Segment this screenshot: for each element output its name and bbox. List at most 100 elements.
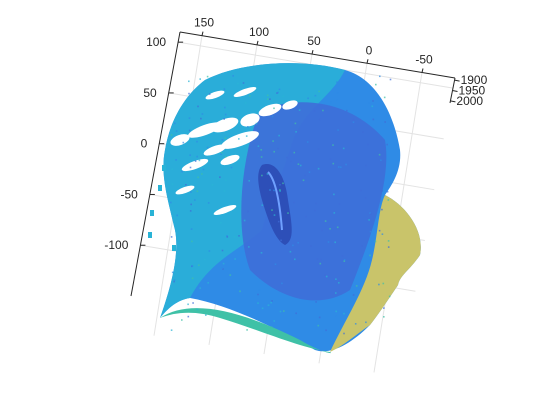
scan-gap <box>211 117 239 133</box>
point <box>355 285 358 287</box>
point <box>171 183 174 185</box>
point <box>267 304 270 306</box>
neck <box>160 308 331 354</box>
point <box>187 303 189 306</box>
point <box>293 201 295 204</box>
point <box>335 315 338 317</box>
scan-gap <box>220 154 240 166</box>
y-tick-label: 0 <box>141 137 148 151</box>
point <box>372 118 375 121</box>
point <box>299 164 302 167</box>
point <box>260 149 262 151</box>
point <box>170 134 173 136</box>
point <box>192 302 194 304</box>
point <box>304 174 306 177</box>
scan-gap <box>175 185 195 195</box>
point <box>297 241 299 244</box>
x-tick-label: 100 <box>249 25 269 39</box>
point <box>338 282 340 284</box>
point <box>247 126 249 128</box>
point <box>198 159 201 162</box>
y-tick-label: -50 <box>121 187 139 201</box>
x-axis-line <box>179 31 456 79</box>
point <box>319 262 322 265</box>
point <box>238 235 240 237</box>
point <box>321 229 323 232</box>
point <box>290 160 292 163</box>
point <box>261 204 264 206</box>
point <box>286 156 288 159</box>
point <box>261 307 264 310</box>
point <box>148 232 152 238</box>
point <box>199 78 201 80</box>
point <box>273 320 275 322</box>
point <box>244 102 247 104</box>
point <box>191 240 193 243</box>
point <box>308 171 311 173</box>
point <box>343 260 346 262</box>
point <box>188 92 190 95</box>
point <box>187 315 190 318</box>
point <box>295 312 297 315</box>
point <box>211 184 214 186</box>
point <box>170 236 173 238</box>
point <box>201 173 203 175</box>
point <box>329 158 332 160</box>
scan-gap <box>240 113 260 127</box>
point <box>277 91 279 94</box>
point <box>196 155 198 158</box>
point <box>249 95 251 97</box>
point <box>171 271 174 274</box>
point <box>245 135 248 137</box>
point <box>190 191 192 193</box>
point <box>188 80 190 83</box>
point <box>297 163 300 165</box>
x-tick-label: 0 <box>366 43 373 57</box>
point <box>333 212 336 214</box>
point <box>175 130 178 132</box>
point <box>257 302 259 304</box>
point <box>223 88 226 90</box>
point <box>239 290 241 293</box>
point <box>360 189 362 192</box>
point <box>234 258 236 260</box>
point <box>367 143 369 146</box>
point <box>202 168 205 171</box>
point <box>207 282 209 284</box>
point <box>278 134 280 137</box>
point <box>278 88 281 91</box>
point <box>224 156 227 158</box>
point <box>269 98 271 100</box>
point <box>280 239 282 242</box>
point <box>336 226 339 229</box>
point <box>378 283 380 286</box>
point <box>277 147 279 150</box>
point <box>219 222 222 224</box>
point <box>273 189 275 192</box>
x-tick-label: 150 <box>194 16 214 30</box>
point <box>230 166 233 169</box>
point <box>354 323 357 325</box>
point <box>320 258 322 261</box>
point <box>295 150 297 153</box>
point <box>314 94 317 97</box>
point <box>194 199 196 201</box>
point <box>279 310 282 313</box>
point <box>345 163 347 166</box>
point <box>248 180 250 182</box>
ear <box>258 164 292 245</box>
point <box>198 264 200 266</box>
point <box>369 230 372 233</box>
point <box>196 190 199 193</box>
ear-ridge <box>267 171 283 231</box>
y-tick-label: 50 <box>143 86 157 100</box>
point <box>176 214 178 217</box>
point <box>333 193 335 196</box>
point <box>223 118 225 120</box>
point <box>337 129 339 131</box>
scan-gap <box>233 87 257 97</box>
point <box>173 279 176 281</box>
point <box>381 233 384 235</box>
